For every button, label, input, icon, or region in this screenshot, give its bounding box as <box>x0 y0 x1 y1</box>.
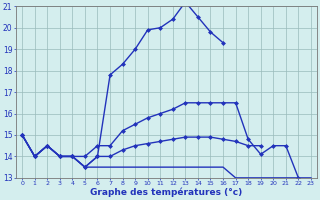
X-axis label: Graphe des températures (°c): Graphe des températures (°c) <box>91 188 243 197</box>
